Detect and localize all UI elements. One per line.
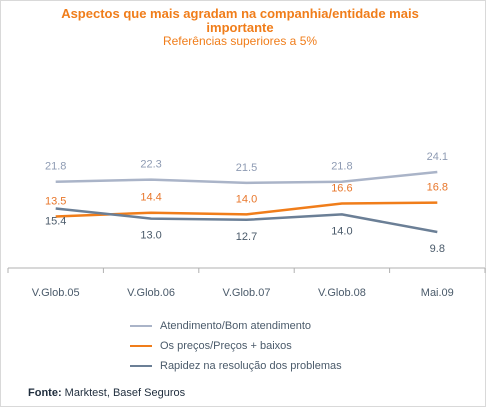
data-label: 16.6	[331, 182, 352, 194]
x-tick-label: V.Glob.07	[223, 287, 271, 299]
data-label: 13.0	[140, 230, 161, 242]
data-label: 16.8	[427, 182, 448, 194]
legend-item: Rapidez na resolução dos problemas	[130, 356, 342, 376]
series-line	[55, 207, 438, 234]
chart-title: Aspectos que mais agradam na companhia/e…	[61, 6, 419, 35]
x-tick-label: V.Glob.08	[318, 287, 366, 299]
legend-item: Atendimento/Bom atendimento	[130, 316, 342, 336]
legend-label: Atendimento/Bom atendimento	[160, 320, 312, 332]
source-note: Fonte: Marktest, Basef Seguros	[28, 387, 185, 399]
chart-subtitle: Referências superiores a 5%	[162, 34, 318, 48]
data-label: 21.8	[331, 161, 352, 173]
data-label: 24.1	[427, 151, 448, 163]
data-label: 14.4	[140, 192, 161, 204]
legend-item: Os preços/Preços + baixos	[130, 336, 342, 356]
data-label: 14.0	[236, 193, 257, 205]
data-label: 15.4	[45, 216, 66, 228]
data-label: 9.8	[430, 243, 445, 255]
chart-legend: Atendimento/Bom atendimento Os preços/Pre…	[130, 316, 342, 376]
legend-label: Os preços/Preços + baixos	[160, 340, 292, 352]
x-tick-label: Mai.09	[421, 287, 454, 299]
x-tick-label: V.Glob.05	[32, 287, 80, 299]
legend-label: Rapidez na resolução dos problemas	[160, 360, 342, 372]
series-line	[55, 170, 438, 185]
data-label: 22.3	[140, 159, 161, 171]
data-label: 14.0	[331, 225, 352, 237]
source-text: Marktest, Basef Seguros	[61, 387, 186, 399]
source-label: Fonte:	[28, 387, 62, 399]
series-line	[55, 201, 438, 218]
legend-swatch	[130, 345, 152, 347]
data-label: 12.7	[236, 231, 257, 243]
data-label: 13.5	[45, 195, 66, 207]
legend-swatch	[130, 365, 152, 367]
x-tick-label: V.Glob.06	[127, 287, 175, 299]
data-label: 21.8	[45, 161, 66, 173]
data-label: 21.5	[236, 162, 257, 174]
legend-swatch	[130, 325, 152, 327]
